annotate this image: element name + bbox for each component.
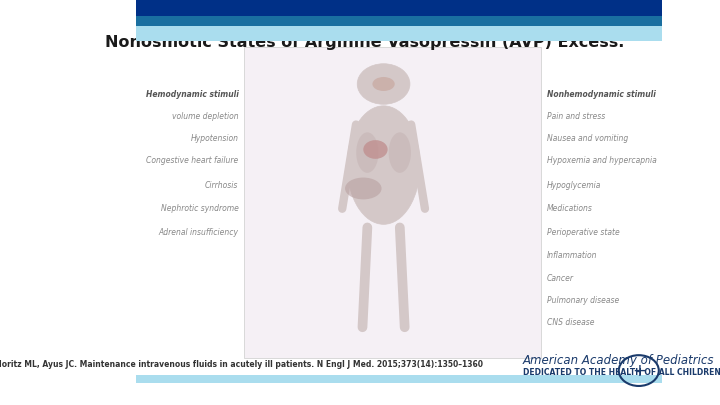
Text: Adrenal insufficiency: Adrenal insufficiency [158,228,238,237]
Ellipse shape [389,132,411,173]
Ellipse shape [356,132,379,173]
Ellipse shape [345,177,382,199]
Text: +: + [632,362,646,379]
Ellipse shape [372,77,395,91]
Text: Nonhemodynamic stimuli: Nonhemodynamic stimuli [546,90,655,99]
Text: Inflammation: Inflammation [546,251,597,260]
Text: Hypotension: Hypotension [190,134,238,143]
Text: Pain and stress: Pain and stress [546,112,605,121]
Text: volume depletion: volume depletion [172,112,238,121]
Text: Nephrotic syndrome: Nephrotic syndrome [161,204,238,213]
Text: DEDICATED TO THE HEALTH OF ALL CHILDREN®: DEDICATED TO THE HEALTH OF ALL CHILDREN® [523,368,720,377]
Text: Moritz ML, Ayus JC. Maintenance intravenous fluids in acutely ill patients. N En: Moritz ML, Ayus JC. Maintenance intraven… [0,360,483,369]
Ellipse shape [347,106,420,224]
Text: American Academy of Pediatrics: American Academy of Pediatrics [523,354,714,367]
Text: Hemodynamic stimuli: Hemodynamic stimuli [145,90,238,99]
Text: Hypoxemia and hypercapnia: Hypoxemia and hypercapnia [546,156,657,165]
Text: Medications: Medications [546,204,593,213]
Text: Nausea and vomiting: Nausea and vomiting [546,134,628,143]
Circle shape [357,64,410,104]
Text: CNS disease: CNS disease [546,318,594,327]
Bar [135,0,662,16]
Text: Perioperative state: Perioperative state [546,228,619,237]
Text: Nonosmotic States of Arginine Vasopressin (AVP) Excess.: Nonosmotic States of Arginine Vasopressi… [105,35,624,50]
Bar [135,26,662,40]
Text: Cirrhosis: Cirrhosis [205,181,238,190]
Circle shape [364,140,387,159]
Text: Cancer: Cancer [546,275,574,284]
Bar [243,47,541,358]
Text: Hypoglycemia: Hypoglycemia [546,181,601,190]
Text: Congestive heart failure: Congestive heart failure [146,156,238,165]
Text: Pulmonary disease: Pulmonary disease [546,296,619,305]
Bar [135,16,662,26]
Bar [135,375,662,383]
